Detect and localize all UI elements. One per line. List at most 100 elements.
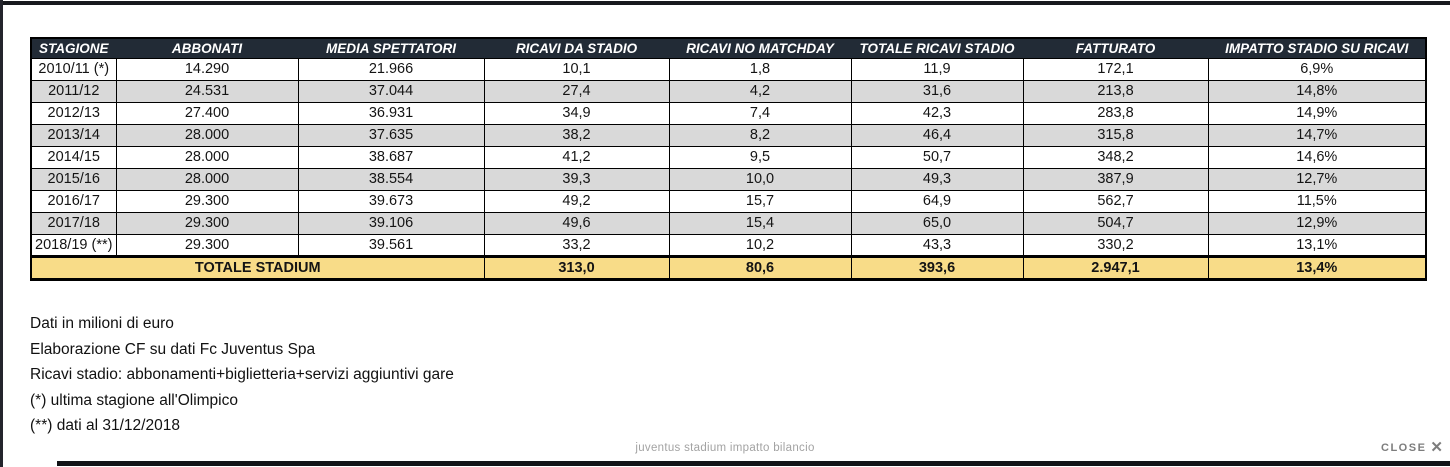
image-caption: juventus stadium impatto bilancio (635, 442, 815, 454)
total-value-cell: 2.947,1 (1022, 254, 1209, 281)
table-cell: 14,6% (1207, 145, 1427, 169)
footnote-line: (**) dati al 31/12/2018 (30, 417, 180, 434)
table-cell: 2016/17 (30, 189, 117, 213)
table-cell: 213,8 (1022, 79, 1209, 103)
table-cell: 27.400 (115, 101, 299, 125)
table-cell: 64,9 (850, 189, 1024, 213)
total-value-cell: 313,0 (483, 254, 670, 281)
table-header-row: STAGIONE ABBONATI MEDIA SPETTATORI RICAVI D… (30, 37, 1427, 59)
footnotes: Dati in milioni di euro Elaborazione CF s… (30, 311, 454, 439)
header-cell: TOTALE RICAVI STADIO (850, 37, 1024, 59)
footnote-line: Elaborazione CF su dati Fc Juventus Spa (30, 340, 316, 358)
stadium-revenue-table: STAGIONE ABBONATI MEDIA SPETTATORI RICAVI D… (30, 37, 1427, 281)
table-cell: 36.931 (297, 101, 485, 125)
table-cell: 37.044 (297, 79, 485, 103)
table-cell: 8,2 (668, 123, 852, 147)
table-cell: 49,3 (850, 167, 1024, 191)
table-cell: 38.554 (297, 167, 485, 191)
table-cell: 14,9% (1207, 101, 1427, 125)
table-cell: 315,8 (1022, 123, 1209, 147)
table-cell: 29.300 (115, 233, 299, 257)
table-cell: 29.300 (115, 189, 299, 213)
table-cell: 387,9 (1022, 167, 1209, 191)
table-cell: 31,6 (850, 79, 1024, 103)
viewer-bottom-edge (57, 461, 1450, 466)
table-cell: 15,4 (668, 211, 852, 235)
table-cell: 41,2 (483, 145, 670, 169)
header-cell: MEDIA SPETTATORI (297, 37, 485, 59)
table-cell: 38,2 (483, 123, 670, 147)
table-cell: 13,1% (1207, 233, 1427, 257)
table-cell: 39,3 (483, 167, 670, 191)
table-cell: 46,4 (850, 123, 1024, 147)
table-cell: 12,9% (1207, 211, 1427, 235)
header-cell: STAGIONE (30, 37, 117, 59)
table-cell: 2014/15 (30, 145, 117, 169)
table-cell: 172,1 (1022, 57, 1209, 81)
table-cell: 33,2 (483, 233, 670, 257)
table-total-row: TOTALE STADIUM 313,0 80,6 393,6 2.947,1 13,4% (30, 254, 1427, 281)
close-button[interactable]: CLOSE ✕ (1381, 440, 1443, 455)
table-row: 2014/15 28.000 38.687 41,2 9,5 50,7 348,2 14,6% (30, 145, 1427, 169)
table-cell: 2010/11 (*) (30, 57, 117, 81)
table-cell: 330,2 (1022, 233, 1209, 257)
table-cell: 21.966 (297, 57, 485, 81)
total-value-cell: 393,6 (850, 254, 1024, 281)
table-row: 2017/18 29.300 39.106 49,6 15,4 65,0 504,7 12,9… (30, 211, 1427, 235)
table-cell: 10,0 (668, 167, 852, 191)
header-cell: FATTURATO (1022, 37, 1209, 59)
table-cell: 10,1 (483, 57, 670, 81)
close-icon: ✕ (1430, 439, 1443, 456)
table-cell: 14,7% (1207, 123, 1427, 147)
table-cell: 1,8 (668, 57, 852, 81)
table-cell: 39.106 (297, 211, 485, 235)
table-cell: 15,7 (668, 189, 852, 213)
header-cell: ABBONATI (115, 37, 299, 59)
table-cell: 28.000 (115, 123, 299, 147)
total-value-cell: 80,6 (668, 254, 852, 281)
header-cell: IMPATTO STADIO SU RICAVI (1207, 37, 1427, 59)
table-cell: 2013/14 (30, 123, 117, 147)
total-label-cell: TOTALE STADIUM (30, 254, 485, 281)
viewer-left-edge (0, 0, 3, 467)
footnote-line: Dati in milioni di euro (30, 315, 174, 332)
table-cell: 38.687 (297, 145, 485, 169)
table-cell: 504,7 (1022, 211, 1209, 235)
table-cell: 2018/19 (**) (30, 233, 117, 257)
table-cell: 65,0 (850, 211, 1024, 235)
table-cell: 14,8% (1207, 79, 1427, 103)
table-row: 2016/17 29.300 39.673 49,2 15,7 64,9 562,7 11,5… (30, 189, 1427, 213)
table-row: 2018/19 (**) 29.300 39.561 33,2 10,2 43,3 330,… (30, 233, 1427, 257)
table-cell: 14.290 (115, 57, 299, 81)
footnote-line: (*) ultima stagione all'Olimpico (30, 391, 238, 409)
table-cell: 28.000 (115, 145, 299, 169)
table-cell: 11,9 (850, 57, 1024, 81)
viewer-top-edge (0, 1, 1450, 5)
table-row: 2013/14 28.000 37.635 38,2 8,2 46,4 315,8 14,7% (30, 123, 1427, 147)
table-cell: 12,7% (1207, 167, 1427, 191)
table-cell: 2011/12 (30, 79, 117, 103)
table-cell: 49,6 (483, 211, 670, 235)
table-cell: 4,2 (668, 79, 852, 103)
table-cell: 27,4 (483, 79, 670, 103)
table-cell: 283,8 (1022, 101, 1209, 125)
table-cell: 24.531 (115, 79, 299, 103)
header-cell: RICAVI NO MATCHDAY (668, 37, 852, 59)
table-row: 2015/16 28.000 38.554 39,3 10,0 49,3 387,9 12,7… (30, 167, 1427, 191)
table-cell: 43,3 (850, 233, 1024, 257)
table-cell: 7,4 (668, 101, 852, 125)
table-cell: 11,5% (1207, 189, 1427, 213)
table-cell: 50,7 (850, 145, 1024, 169)
table-cell: 2015/16 (30, 167, 117, 191)
table-cell: 39.561 (297, 233, 485, 257)
table-cell: 49,2 (483, 189, 670, 213)
table-cell: 348,2 (1022, 145, 1209, 169)
table-cell: 6,9% (1207, 57, 1427, 81)
table-row: 2010/11 (*) 14.290 21.966 10,1 1,8 11,9 172,1 6… (30, 57, 1427, 81)
table-cell: 28.000 (115, 167, 299, 191)
table-cell: 42,3 (850, 101, 1024, 125)
table-cell: 2017/18 (30, 211, 117, 235)
table-cell: 2012/13 (30, 101, 117, 125)
table-cell: 29.300 (115, 211, 299, 235)
table-cell: 34,9 (483, 101, 670, 125)
